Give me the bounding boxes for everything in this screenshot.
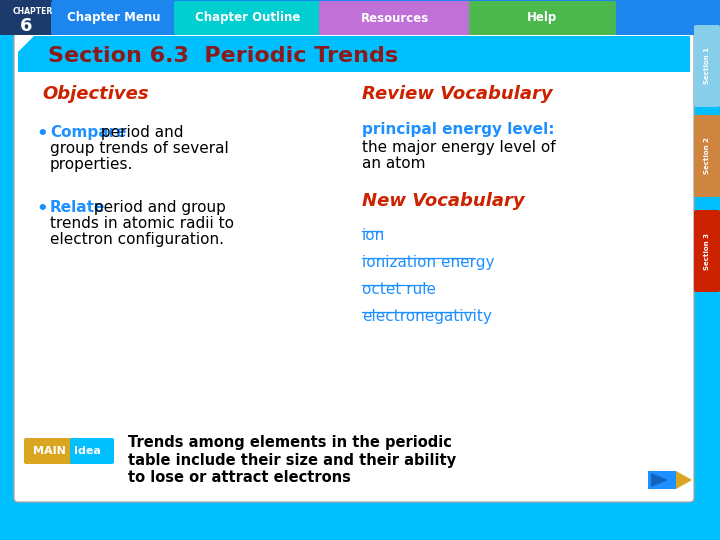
Text: New Vocabulary: New Vocabulary xyxy=(362,192,525,210)
Text: ionization energy: ionization energy xyxy=(362,255,495,270)
FancyBboxPatch shape xyxy=(0,0,52,35)
Text: group trends of several: group trends of several xyxy=(50,141,229,156)
Text: CHAPTER: CHAPTER xyxy=(13,8,53,17)
Text: Chapter Outline: Chapter Outline xyxy=(195,11,300,24)
Text: Section 3: Section 3 xyxy=(704,233,710,269)
Text: Section 6.3  Periodic Trends: Section 6.3 Periodic Trends xyxy=(48,46,398,66)
Text: period and group: period and group xyxy=(89,200,226,215)
FancyBboxPatch shape xyxy=(70,438,114,464)
FancyBboxPatch shape xyxy=(24,438,74,464)
Text: Resources: Resources xyxy=(361,11,429,24)
Text: Idea: Idea xyxy=(73,446,100,456)
Text: table include their size and their ability: table include their size and their abili… xyxy=(128,453,456,468)
Polygon shape xyxy=(676,471,692,489)
FancyBboxPatch shape xyxy=(0,0,720,35)
Text: Chapter Menu: Chapter Menu xyxy=(67,11,161,24)
Text: the major energy level of: the major energy level of xyxy=(362,140,556,155)
Text: to lose or attract electrons: to lose or attract electrons xyxy=(128,469,351,484)
Text: Section 1: Section 1 xyxy=(704,48,710,84)
FancyBboxPatch shape xyxy=(648,471,676,489)
Polygon shape xyxy=(651,473,668,487)
FancyBboxPatch shape xyxy=(319,1,471,35)
Text: octet rule: octet rule xyxy=(362,282,436,297)
Polygon shape xyxy=(103,440,112,462)
FancyBboxPatch shape xyxy=(14,32,694,502)
FancyBboxPatch shape xyxy=(694,25,720,107)
Text: properties.: properties. xyxy=(50,157,133,172)
Text: ion: ion xyxy=(362,228,385,243)
Text: an atom: an atom xyxy=(362,156,426,171)
Text: MAIN: MAIN xyxy=(32,446,66,456)
FancyBboxPatch shape xyxy=(174,1,321,35)
Text: Relate: Relate xyxy=(50,200,105,215)
Text: Review Vocabulary: Review Vocabulary xyxy=(362,85,553,103)
FancyBboxPatch shape xyxy=(51,1,176,35)
Text: Compare: Compare xyxy=(50,125,127,140)
Text: •: • xyxy=(36,200,48,218)
Text: period and: period and xyxy=(96,125,183,140)
FancyBboxPatch shape xyxy=(694,210,720,292)
Text: Section 2: Section 2 xyxy=(704,138,710,174)
Text: electronegativity: electronegativity xyxy=(362,309,492,324)
FancyBboxPatch shape xyxy=(469,1,616,35)
Text: •: • xyxy=(36,125,48,143)
Text: principal energy level:: principal energy level: xyxy=(362,122,554,137)
Polygon shape xyxy=(18,36,34,52)
Text: electron configuration.: electron configuration. xyxy=(50,232,224,247)
Text: trends in atomic radii to: trends in atomic radii to xyxy=(50,216,234,231)
Text: Trends among elements in the periodic: Trends among elements in the periodic xyxy=(128,435,452,450)
Text: 6: 6 xyxy=(19,17,32,35)
Text: Help: Help xyxy=(527,11,557,24)
FancyBboxPatch shape xyxy=(18,36,690,72)
Text: Objectives: Objectives xyxy=(42,85,148,103)
FancyBboxPatch shape xyxy=(694,115,720,197)
